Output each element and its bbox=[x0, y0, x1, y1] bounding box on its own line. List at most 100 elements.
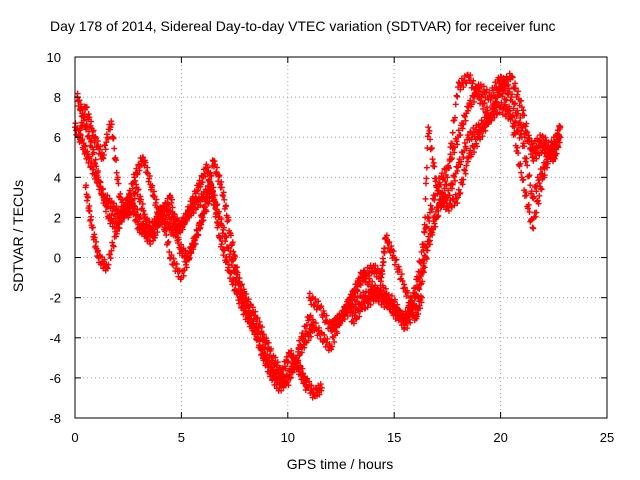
trail-point bbox=[193, 226, 200, 233]
trail-point bbox=[153, 218, 160, 225]
trail-point bbox=[83, 104, 90, 111]
trail-point bbox=[206, 178, 213, 185]
trail-point bbox=[268, 345, 275, 352]
trail-point bbox=[104, 203, 111, 210]
trail-point bbox=[113, 169, 120, 176]
trail-point bbox=[189, 193, 196, 200]
trail-point bbox=[86, 114, 93, 121]
chart-title: Day 178 of 2014, Sidereal Day-to-day VTE… bbox=[50, 18, 556, 34]
trail-point bbox=[141, 162, 148, 169]
trail-point bbox=[140, 220, 147, 227]
trail-point bbox=[154, 229, 161, 236]
trail-point bbox=[256, 338, 263, 345]
trail-point bbox=[163, 232, 170, 239]
trail-point bbox=[147, 240, 154, 247]
trail-point bbox=[223, 234, 230, 241]
trail-point bbox=[135, 186, 142, 193]
trail-point bbox=[223, 202, 230, 209]
trail-point bbox=[170, 255, 177, 262]
trail-point bbox=[236, 275, 243, 282]
trail-point bbox=[84, 194, 91, 201]
trail-point bbox=[192, 240, 199, 247]
trail-point bbox=[218, 216, 225, 223]
y-tick-label: -2 bbox=[49, 291, 61, 306]
trail-point bbox=[76, 97, 83, 104]
trail-point bbox=[114, 174, 121, 181]
trail-point bbox=[156, 222, 163, 229]
trail-point bbox=[431, 163, 438, 170]
trail-point bbox=[360, 289, 367, 296]
data-point bbox=[210, 184, 217, 191]
trail-point bbox=[185, 250, 192, 257]
trail-point bbox=[132, 203, 139, 210]
trail-point bbox=[159, 211, 166, 218]
trail-point bbox=[297, 364, 304, 371]
trail-point bbox=[146, 172, 153, 179]
y-tick-label: 2 bbox=[54, 210, 61, 225]
trail-point bbox=[155, 214, 162, 221]
trail-point bbox=[88, 213, 95, 220]
trail-point bbox=[119, 216, 126, 223]
trail-point bbox=[454, 93, 461, 100]
trail-point bbox=[245, 296, 252, 303]
trail-point bbox=[168, 196, 175, 203]
trail-point bbox=[90, 127, 97, 134]
trail-point bbox=[168, 252, 175, 259]
trail-point bbox=[113, 203, 120, 210]
trail-point bbox=[232, 253, 239, 260]
trail-point bbox=[106, 195, 113, 202]
trail-point bbox=[244, 314, 251, 321]
trail-point bbox=[301, 344, 308, 351]
trail-point bbox=[132, 177, 139, 184]
trail-point bbox=[452, 101, 459, 108]
trail-point bbox=[222, 259, 229, 266]
trail-point bbox=[317, 381, 324, 388]
trail-point bbox=[208, 172, 215, 179]
trail-point bbox=[96, 178, 103, 185]
trail-point bbox=[91, 234, 98, 241]
trail-point bbox=[128, 199, 135, 206]
trail-point bbox=[88, 158, 95, 165]
trail-point bbox=[189, 244, 196, 251]
trail-point bbox=[287, 375, 294, 382]
trail-point bbox=[323, 312, 330, 319]
trail-point bbox=[99, 191, 106, 198]
trail-point bbox=[278, 387, 285, 394]
trail-point bbox=[92, 156, 99, 163]
trail-point bbox=[97, 143, 104, 150]
trail-point bbox=[109, 239, 116, 246]
trail-point bbox=[222, 238, 229, 245]
trail-point bbox=[79, 136, 86, 143]
x-tick-label: 15 bbox=[387, 430, 401, 445]
trail-point bbox=[530, 225, 537, 232]
trail-point bbox=[83, 182, 90, 189]
trail-point bbox=[209, 187, 216, 194]
y-tick-label: 0 bbox=[54, 251, 61, 266]
trail-point bbox=[265, 361, 272, 368]
trail-point bbox=[162, 224, 169, 231]
trail-point bbox=[274, 359, 281, 366]
trail-point bbox=[260, 357, 267, 364]
trail-point bbox=[82, 143, 89, 150]
trail-point bbox=[518, 169, 525, 176]
trail-point bbox=[211, 192, 218, 199]
trail-point bbox=[195, 231, 202, 238]
x-tick-label: 20 bbox=[493, 430, 507, 445]
trail-point bbox=[129, 196, 135, 203]
trail-point bbox=[183, 217, 190, 224]
trail-point bbox=[110, 242, 116, 249]
trail-point bbox=[153, 196, 160, 203]
trail-point bbox=[263, 355, 270, 362]
trail-point bbox=[142, 225, 149, 232]
trail-point bbox=[177, 229, 184, 236]
trail-point bbox=[423, 164, 430, 171]
trail-point bbox=[288, 347, 295, 354]
trail-point bbox=[315, 298, 322, 305]
trail-point bbox=[200, 217, 207, 224]
trail-point bbox=[107, 124, 114, 131]
trail-point bbox=[165, 238, 172, 245]
trail-point bbox=[134, 170, 141, 177]
trail-point bbox=[115, 180, 122, 187]
trail-point bbox=[100, 151, 107, 158]
trail-point bbox=[131, 202, 138, 209]
